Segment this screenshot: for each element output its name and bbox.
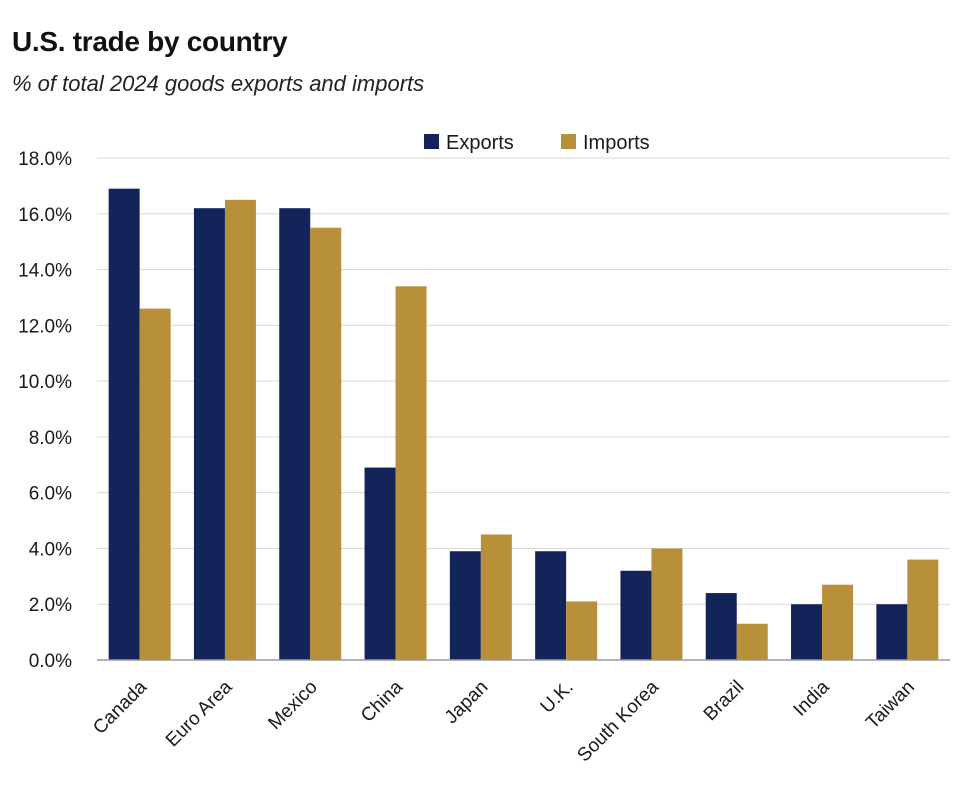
bar-imports-china: [395, 286, 427, 660]
legend-swatch-imports: [561, 134, 576, 149]
legend-label-imports: Imports: [583, 132, 650, 154]
x-axis-ticks: Canada Euro Area Mexico China Japan U.K.South…: [89, 676, 919, 766]
bar-exports-u-k: [535, 551, 567, 660]
x-tick-label: India: [790, 676, 834, 720]
x-tick-label: Mexico: [264, 677, 321, 734]
bar-imports-euro-area: [224, 199, 256, 661]
x-tick-label: U.K.: [537, 677, 578, 718]
y-tick-label: 18.0%: [18, 149, 72, 170]
x-tick-label: China: [357, 676, 407, 726]
y-tick-label: 0.0%: [29, 651, 72, 672]
bar-imports-south-korea: [651, 548, 683, 660]
y-tick-label: 10.0%: [18, 372, 72, 393]
bar-exports-mexico: [279, 208, 311, 660]
x-tick-label: Brazil: [700, 677, 748, 725]
x-tick-label: South Korea: [573, 676, 663, 766]
y-tick-label: 4.0%: [29, 539, 72, 560]
bar-exports-euro-area: [193, 208, 225, 660]
legend: Exports Imports: [424, 132, 650, 154]
bar-imports-india: [822, 584, 854, 660]
bar-exports-japan: [449, 551, 481, 660]
y-tick-label: 16.0%: [18, 205, 72, 226]
bar-imports-japan: [480, 534, 512, 660]
y-tick-label: 2.0%: [29, 595, 72, 616]
bar-exports-canada: [108, 188, 140, 660]
x-tick-label: Canada: [89, 676, 151, 738]
bar-imports-taiwan: [907, 559, 939, 660]
x-tick-label: Japan: [441, 677, 492, 728]
x-tick-label: Euro Area: [162, 676, 237, 751]
bar-exports-south-korea: [620, 570, 652, 660]
y-axis-ticks: 0.0% 2.0% 4.0% 6.0% 8.0% 10.0% 12.0% 14.0% 16.0%…: [18, 149, 72, 672]
bar-imports-canada: [139, 308, 171, 660]
bar-exports-brazil: [705, 593, 737, 660]
y-tick-label: 8.0%: [29, 428, 72, 449]
y-tick-label: 6.0%: [29, 484, 72, 505]
legend-swatch-exports: [424, 134, 439, 149]
bars: [108, 188, 939, 661]
legend-label-exports: Exports: [446, 132, 514, 154]
chart-subtitle: % of total 2024 goods exports and import…: [12, 71, 425, 96]
bar-imports-brazil: [736, 623, 768, 660]
y-tick-label: 12.0%: [18, 316, 72, 337]
bar-exports-taiwan: [876, 604, 908, 660]
y-tick-label: 14.0%: [18, 261, 72, 282]
bar-imports-u-k: [566, 601, 598, 660]
bar-exports-india: [791, 604, 823, 660]
chart-title: U.S. trade by country: [12, 26, 288, 57]
bar-exports-china: [364, 467, 396, 660]
x-tick-label: Taiwan: [862, 677, 919, 734]
bar-imports-mexico: [310, 227, 342, 660]
